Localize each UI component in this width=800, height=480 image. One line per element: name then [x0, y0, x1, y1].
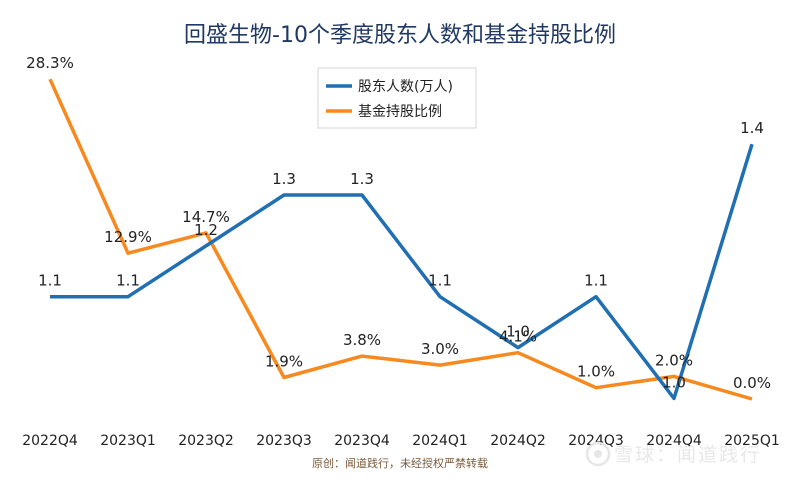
chart-title: 回盛生物-10个季度股东人数和基金持股比例 [184, 23, 616, 48]
fund-holding-data-label: 12.9% [104, 228, 152, 246]
legend-label-shareholders: 股东人数(万人) [358, 79, 453, 95]
x-tick-label: 2025Q1 [724, 433, 780, 449]
x-axis: 2022Q4 2023Q1 2023Q2 2023Q3 2023Q4 2024Q1 2024… [22, 433, 780, 449]
shareholders-data-label: 1.3 [350, 170, 374, 188]
shareholders-data-label: 1.1 [584, 272, 608, 290]
shareholders-line [50, 143, 754, 401]
fund-holding-data-label: 3.8% [343, 331, 381, 349]
shareholders-data-label: 1.1 [38, 272, 62, 290]
data-labels: 28.3% 12.9% 14.7% 1.9% 3.8% 3.0% 4.1% 1.0% 2.0% 0… [26, 54, 771, 392]
fund-holding-data-label: 1.0% [577, 363, 615, 381]
shareholders-data-label: 1.0 [506, 323, 530, 341]
series-lines [48, 78, 754, 401]
fund-holding-data-label: 0.0% [733, 374, 771, 392]
fund-holding-data-label: 2.0% [655, 351, 693, 369]
x-tick-label: 2024Q1 [412, 433, 468, 449]
shareholders-data-label: 1.1 [428, 272, 452, 290]
shareholders-data-label: 1.3 [272, 170, 296, 188]
snowball-logo-icon [585, 441, 611, 467]
fund-holding-data-label: 4.1% [499, 328, 537, 346]
fund-holding-data-label: 3.0% [421, 340, 459, 358]
x-tick-label: 2022Q4 [22, 433, 78, 449]
legend-box [317, 67, 477, 129]
x-tick-label: 2024Q4 [646, 433, 702, 449]
fund-holding-data-label: 14.7% [182, 208, 230, 226]
fund-holding-data-label: 1.9% [265, 353, 303, 371]
shareholders-data-label: 1.1 [116, 272, 140, 290]
fund-holding-data-label: 28.3% [26, 54, 74, 72]
shareholders-data-label: 1.2 [194, 221, 218, 239]
x-tick-label: 2023Q2 [178, 433, 234, 449]
footer-note: 原创：闻道践行，未经授权严禁转载 [312, 456, 488, 470]
fund-holding-line [48, 78, 753, 401]
shareholders-data-label: 1.4 [740, 119, 764, 137]
legend: 股东人数(万人) 基金持股比例 [317, 67, 477, 129]
x-tick-label: 2023Q1 [100, 433, 156, 449]
x-tick-label: 2023Q4 [334, 433, 390, 449]
watermark: 雪球：闻道践行 [585, 441, 761, 467]
snowball-logo-dot [594, 450, 602, 458]
x-tick-label: 2024Q2 [490, 433, 546, 449]
x-tick-label: 2024Q3 [568, 433, 624, 449]
shareholders-data-label: 1.0 [662, 373, 686, 391]
legend-label-fund-holding: 基金持股比例 [358, 103, 442, 120]
watermark-text: 雪球：闻道践行 [614, 444, 761, 466]
plot-area: 28.3% 12.9% 14.7% 1.9% 3.8% 3.0% 4.1% 1.0% 2.0% 0… [22, 54, 780, 449]
x-tick-label: 2023Q3 [256, 433, 312, 449]
